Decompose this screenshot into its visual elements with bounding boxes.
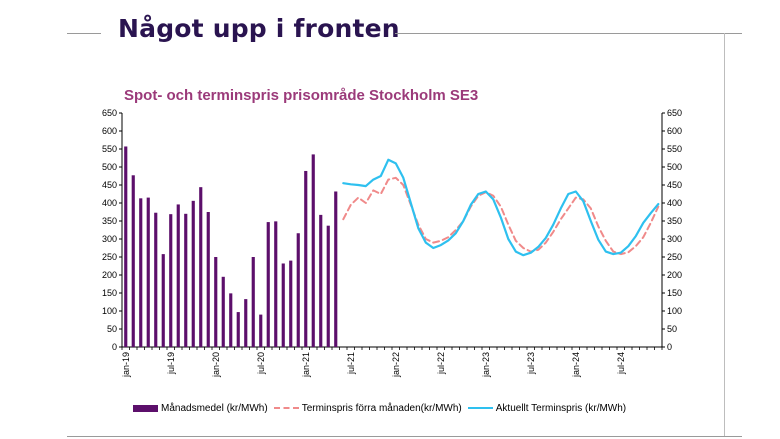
x-tick-label: jul-23 <box>526 352 536 375</box>
bottom-rule <box>67 436 742 437</box>
x-tick-label: jan-19 <box>121 352 131 378</box>
y-tick-label-right: 600 <box>667 126 682 136</box>
legend-item-terminspris-forra: Terminspris förra månaden(kr/MWh) <box>273 402 462 414</box>
bar <box>319 214 323 347</box>
title-rule-right <box>395 33 742 34</box>
line-series <box>342 158 660 257</box>
bar <box>244 299 248 347</box>
x-tick-label: jan-20 <box>211 352 221 378</box>
bar <box>289 260 293 347</box>
bar <box>191 200 195 347</box>
bar <box>146 197 150 347</box>
bar <box>304 170 308 347</box>
x-tick-label: jan-24 <box>571 352 581 378</box>
bar <box>206 212 210 347</box>
y-tick-label-right: 150 <box>667 288 682 298</box>
y-tick-label-right: 350 <box>667 216 682 226</box>
y-tick-label-right: 50 <box>667 324 677 334</box>
bar <box>266 222 270 347</box>
frame-line-right <box>724 33 725 437</box>
legend-swatch-bar <box>133 404 158 412</box>
y-tick-label-right: 0 <box>667 342 672 352</box>
y-tick-label-left: 400 <box>102 198 117 208</box>
x-tick-label: jul-21 <box>346 352 356 375</box>
y-tick-label-right: 450 <box>667 180 682 190</box>
y-tick-label-left: 200 <box>102 270 117 280</box>
bar <box>236 312 240 347</box>
bar-series <box>124 146 338 347</box>
y-tick-label-left: 350 <box>102 216 117 226</box>
bar <box>214 257 218 347</box>
tick-labels: 0 0 50 50 100 100 150 150 200 200 250 250 300 300 350 3… <box>102 108 682 378</box>
bar <box>274 221 278 347</box>
bar <box>199 187 203 347</box>
y-tick-label-right: 400 <box>667 198 682 208</box>
legend-item-manadsmedel: Månadsmedel (kr/MWh) <box>133 403 268 414</box>
x-tick-label: jul-22 <box>436 352 446 375</box>
y-tick-label-right: 500 <box>667 162 682 172</box>
chart-title: Spot- och terminspris prisområde Stockho… <box>124 87 479 104</box>
legend-label: Månadsmedel (kr/MWh) <box>161 402 268 414</box>
x-tick-label: jan-23 <box>481 352 491 378</box>
x-tick-label: jul-19 <box>166 352 176 375</box>
y-tick-label-left: 550 <box>102 144 117 154</box>
y-tick-label-left: 250 <box>102 252 117 262</box>
y-tick-label-left: 150 <box>102 288 117 298</box>
legend-swatch-line <box>467 407 493 409</box>
bar <box>161 254 165 347</box>
line-terminspris-forra-manaden <box>342 176 660 256</box>
x-tick-label: jul-24 <box>616 352 626 375</box>
legend-item-aktuellt-terminspris: Aktuellt Terminspris (kr/MWh) <box>467 402 627 414</box>
legend-label: Terminspris förra månaden(kr/MWh) <box>301 402 462 414</box>
y-tick-label-left: 300 <box>102 234 117 244</box>
y-tick-label-left: 0 <box>112 342 117 352</box>
y-tick-label-right: 650 <box>667 108 682 118</box>
legend-swatch-dashed <box>273 407 299 409</box>
bar <box>131 175 135 347</box>
x-tick-label: jul-20 <box>256 352 266 375</box>
bar <box>259 314 263 347</box>
y-tick-label-right: 200 <box>667 270 682 280</box>
y-tick-label-right: 300 <box>667 234 682 244</box>
bar <box>154 212 158 347</box>
y-tick-label-right: 100 <box>667 306 682 316</box>
bar <box>251 257 255 347</box>
legend-label: Aktuellt Terminspris (kr/MWh) <box>495 402 627 414</box>
title-rule-left <box>67 33 101 34</box>
bar <box>296 233 300 347</box>
bar <box>221 276 225 347</box>
bar <box>176 204 180 347</box>
y-tick-label-left: 600 <box>102 126 117 136</box>
bar <box>311 154 315 347</box>
x-tick-label: jan-22 <box>391 352 401 378</box>
bar <box>169 214 173 347</box>
y-tick-label-right: 250 <box>667 252 682 262</box>
bar <box>229 293 233 347</box>
y-tick-label-left: 450 <box>102 180 117 190</box>
y-tick-label-left: 50 <box>107 324 117 334</box>
bar <box>139 198 143 347</box>
chart-axes <box>119 112 665 350</box>
bar <box>334 191 338 347</box>
y-tick-label-left: 100 <box>102 306 117 316</box>
bar <box>326 225 330 347</box>
x-tick-label: jan-21 <box>301 352 311 378</box>
y-tick-label-left: 650 <box>102 108 117 118</box>
chart-legend: Månadsmedel (kr/MWh) Terminspris förra m… <box>133 401 632 415</box>
bar <box>124 146 128 347</box>
bar <box>281 263 285 347</box>
bar <box>184 213 188 347</box>
slide-title: Något upp i fronten <box>118 14 400 43</box>
y-tick-label-left: 500 <box>102 162 117 172</box>
y-tick-label-right: 550 <box>667 144 682 154</box>
line-aktuellt-terminspris <box>342 158 660 257</box>
